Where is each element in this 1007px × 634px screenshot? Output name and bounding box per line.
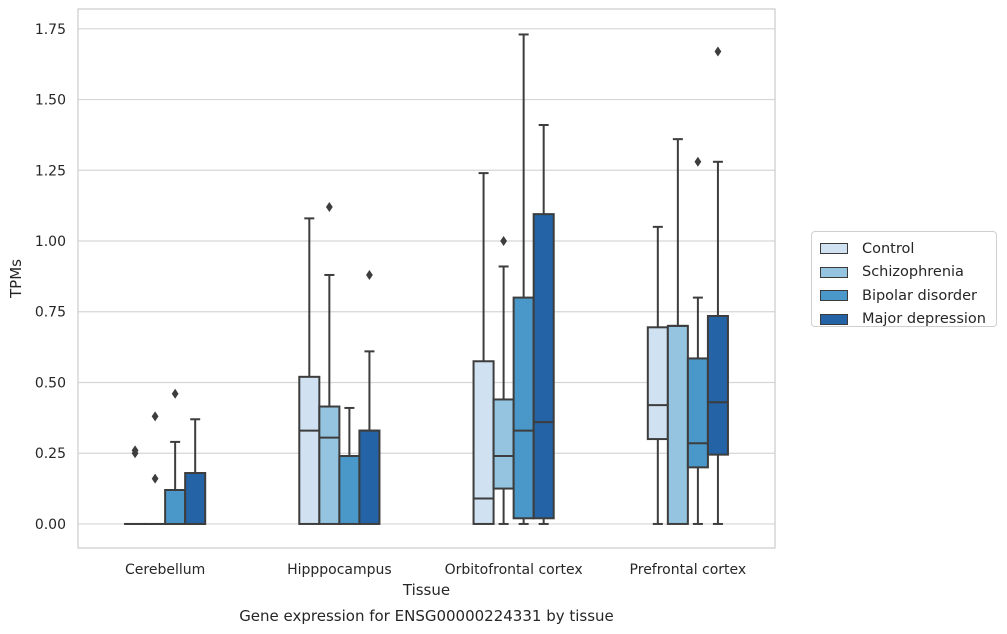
x-tick-label: Orbitofrontal cortex bbox=[445, 562, 583, 578]
y-tick-label: 0.25 bbox=[35, 446, 66, 462]
legend-swatch bbox=[820, 243, 848, 255]
outlier-point bbox=[325, 202, 333, 213]
box bbox=[532, 124, 555, 525]
box-body bbox=[666, 324, 689, 525]
box-body bbox=[532, 213, 555, 520]
x-axis-ticks: Cerebellum Hipppocampus Orbitofrontal cort… bbox=[125, 562, 746, 578]
box bbox=[646, 225, 669, 525]
legend-swatch bbox=[820, 266, 848, 278]
legend-label: Control bbox=[862, 240, 915, 257]
series-major-depression bbox=[184, 46, 729, 525]
x-tick-label: Prefrontal cortex bbox=[630, 562, 747, 578]
box bbox=[124, 445, 147, 525]
y-tick-label: 0.50 bbox=[35, 375, 66, 391]
legend-item: Major depression bbox=[820, 308, 988, 332]
box-body bbox=[164, 488, 187, 525]
y-tick-label: 1.00 bbox=[35, 234, 66, 250]
box-body bbox=[472, 360, 495, 525]
box bbox=[164, 388, 187, 525]
series-schizophrenia bbox=[144, 138, 689, 525]
box bbox=[472, 172, 495, 525]
legend-label: Schizophrenia bbox=[862, 264, 964, 281]
box-body bbox=[686, 357, 709, 469]
chart-title: Gene expression for ENSG00000224331 by t… bbox=[239, 607, 614, 625]
plot-frame bbox=[77, 8, 776, 549]
legend-label: Major depression bbox=[862, 311, 986, 328]
outlier-point bbox=[714, 46, 722, 57]
box bbox=[338, 406, 361, 525]
outlier-point bbox=[366, 269, 373, 280]
series-control bbox=[124, 172, 669, 525]
legend-label: Bipolar disorder bbox=[862, 287, 977, 304]
y-axis-label: TPMs bbox=[7, 259, 25, 299]
legend-item: Bipolar disorder bbox=[820, 284, 988, 308]
y-tick-label: 0.75 bbox=[35, 305, 66, 321]
box-body bbox=[358, 429, 381, 525]
y-tick-label: 1.75 bbox=[35, 22, 66, 38]
outlier-point bbox=[151, 411, 159, 422]
x-tick-label: Hipppocampus bbox=[287, 562, 392, 578]
gridlines bbox=[78, 28, 775, 525]
y-tick-label: 1.25 bbox=[35, 163, 66, 179]
legend-item: Control bbox=[820, 237, 988, 261]
box bbox=[686, 156, 709, 525]
box bbox=[666, 138, 689, 525]
outlier-point bbox=[131, 445, 139, 456]
box-body bbox=[184, 472, 207, 525]
legend-swatch bbox=[820, 313, 848, 325]
series-bipolar-disorder bbox=[164, 33, 709, 525]
box bbox=[358, 269, 381, 525]
x-axis-label: Tissue bbox=[402, 581, 450, 599]
box-body bbox=[512, 296, 535, 520]
y-tick-label: 0.00 bbox=[35, 517, 66, 533]
outlier-point bbox=[151, 473, 159, 484]
box bbox=[512, 33, 535, 525]
box bbox=[706, 46, 729, 525]
box bbox=[492, 236, 515, 525]
box bbox=[144, 411, 167, 525]
outlier-point bbox=[500, 236, 508, 247]
box-body bbox=[492, 398, 515, 490]
legend-item: Schizophrenia bbox=[820, 261, 988, 285]
x-tick-label: Cerebellum bbox=[125, 562, 205, 578]
box bbox=[318, 202, 341, 525]
y-tick-label: 1.50 bbox=[35, 93, 66, 109]
legend: Control Schizophrenia Bipolar disorder Majo… bbox=[811, 231, 997, 327]
box-body bbox=[706, 314, 729, 456]
box-body bbox=[338, 455, 361, 525]
box bbox=[184, 418, 207, 525]
box bbox=[298, 217, 321, 525]
outlier-point bbox=[171, 388, 179, 399]
box-series bbox=[124, 33, 729, 525]
box-body bbox=[318, 405, 341, 525]
legend-swatch bbox=[820, 290, 848, 302]
box-body bbox=[646, 326, 669, 441]
y-axis-ticks: 0.00 0.25 0.50 0.75 1.00 1.25 1.50 1.75 bbox=[35, 22, 66, 533]
box-body bbox=[298, 375, 321, 525]
outlier-point bbox=[694, 156, 702, 167]
